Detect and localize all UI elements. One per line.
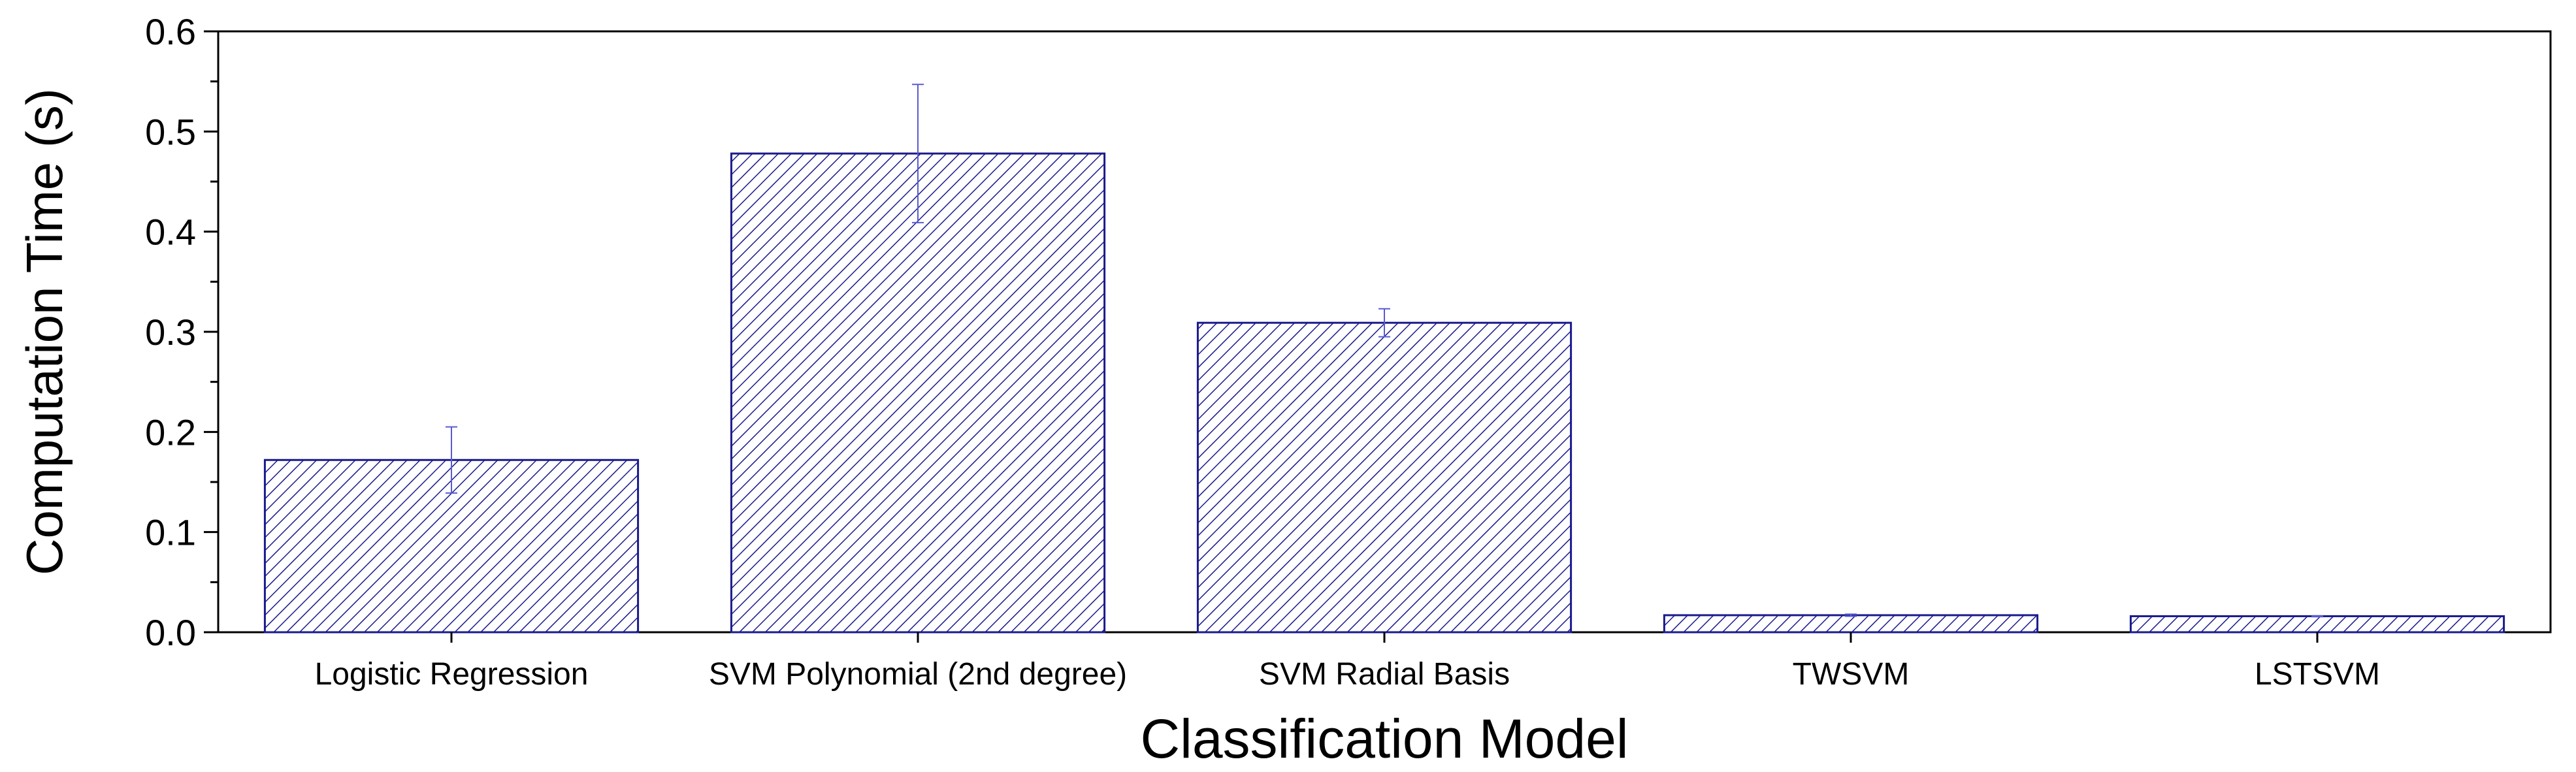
error-bar-svm-polynomial-2nd-degree <box>912 84 924 223</box>
bar-svm-polynomial-2nd-degree <box>730 152 1106 634</box>
y-tick-label: 0.0 <box>145 612 196 653</box>
y-axis: 0.0 0.1 0.2 0.3 0.4 0.5 0.6 <box>145 11 218 653</box>
y-tick-label: 0.4 <box>145 212 196 253</box>
x-axis: Logistic Regression SVM Polynomial (2nd d… <box>315 632 2380 692</box>
error-bar-svm-radial-basis <box>1378 308 1390 338</box>
x-axis-title: Classification Model <box>1141 708 1629 769</box>
x-tick-label: Logistic Regression <box>315 657 589 692</box>
error-bars-group <box>446 84 2323 618</box>
x-tick-label: SVM Radial Basis <box>1259 657 1510 692</box>
error-bar-twsvm <box>1845 613 1857 617</box>
x-tick-label: SVM Polynomial (2nd degree) <box>709 657 1127 692</box>
bar-lstsvm <box>2129 615 2505 634</box>
bar-twsvm <box>1663 614 2039 634</box>
y-tick-label: 0.5 <box>145 111 196 152</box>
y-tick-label: 0.1 <box>145 512 196 553</box>
y-tick-label: 0.6 <box>145 11 196 52</box>
error-bar-lstsvm <box>2311 615 2323 618</box>
x-tick-label: LSTSVM <box>2255 657 2380 692</box>
bar-svm-radial-basis <box>1196 321 1573 634</box>
y-tick-label: 0.2 <box>145 411 196 453</box>
x-tick-label: TWSVM <box>1793 657 1910 692</box>
y-tick-label: 0.3 <box>145 312 196 353</box>
error-bar-logistic-regression <box>446 426 457 494</box>
y-axis-title: Computation Time (s) <box>16 88 73 575</box>
